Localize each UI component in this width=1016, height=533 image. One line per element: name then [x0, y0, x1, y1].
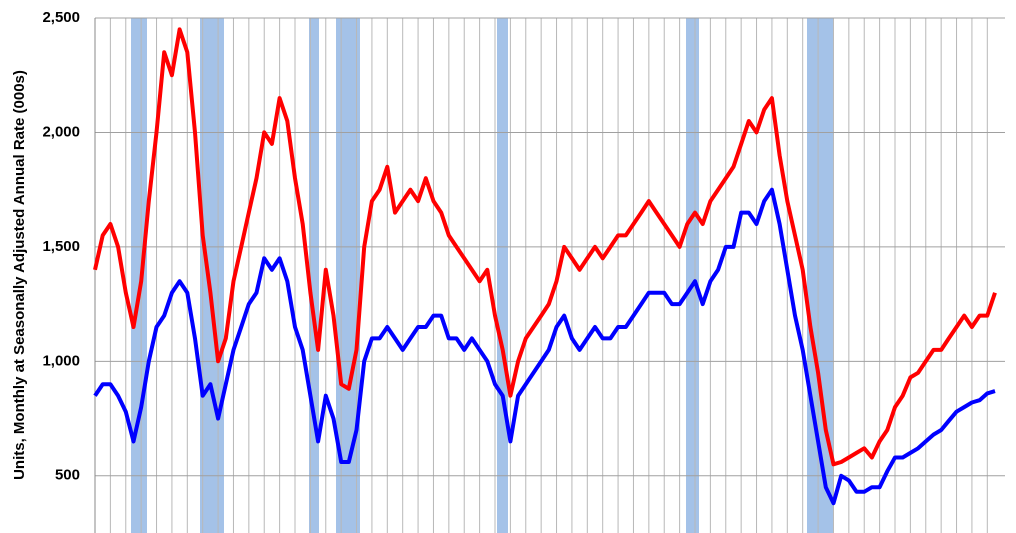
- y-tick-label: 500: [55, 467, 80, 484]
- y-tick-label: 2,500: [42, 9, 80, 26]
- series-line: [93, 187, 996, 506]
- recession-band: [686, 18, 699, 533]
- y-tick-label: 1,500: [42, 238, 80, 255]
- y-tick-label: 2,000: [42, 123, 80, 140]
- recession-band: [200, 18, 224, 533]
- y-tick-label: 1,000: [42, 352, 80, 369]
- recession-band: [309, 18, 319, 533]
- recession-band: [131, 18, 147, 533]
- recession-band: [497, 18, 508, 533]
- series-line: [93, 27, 997, 467]
- y-axis-title: Units, Monthly at Seasonally Adjusted An…: [11, 70, 28, 480]
